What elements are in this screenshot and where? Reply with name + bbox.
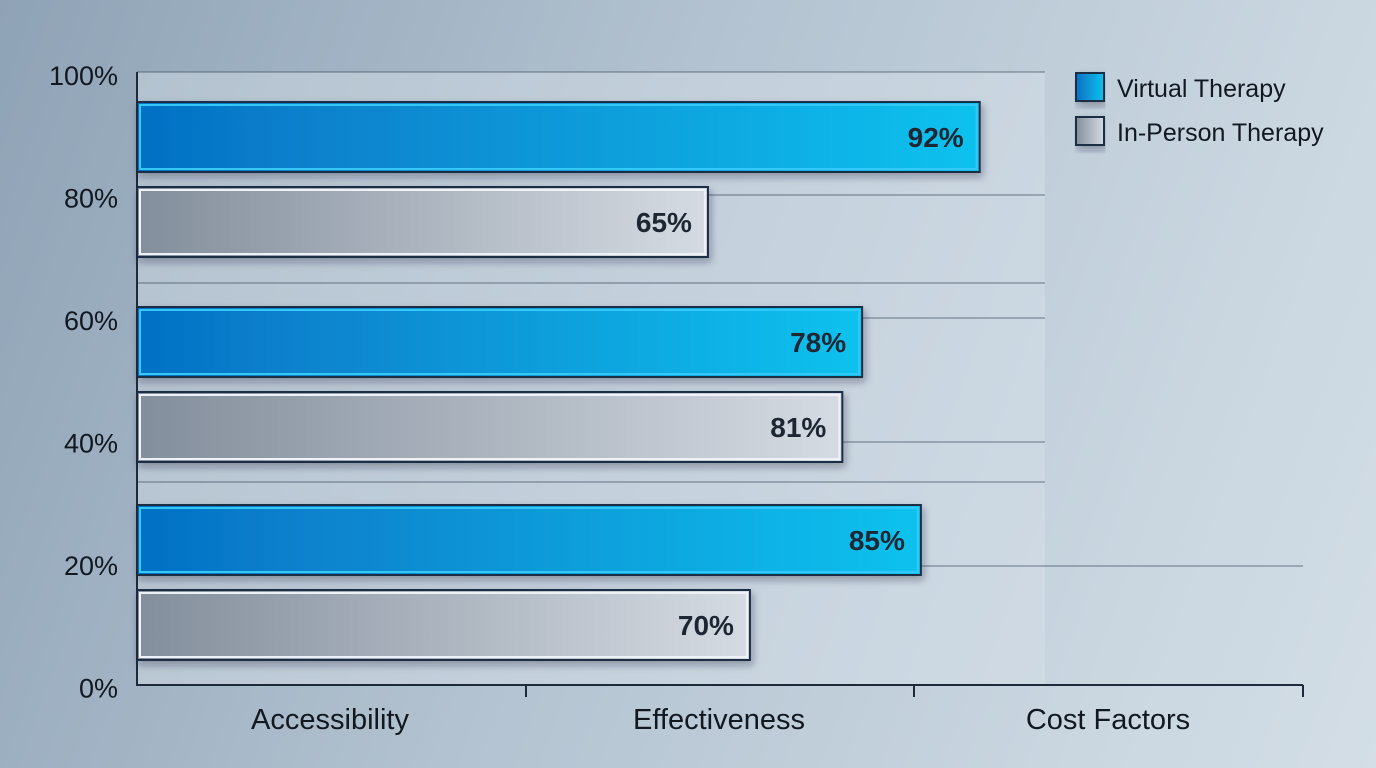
y-tick-label: 40% [64, 429, 118, 459]
bar-highlight [139, 394, 841, 460]
legend-item: In-Person Therapy [1075, 116, 1324, 147]
data-label: 65% [636, 207, 692, 238]
bar-in-person-cost-factors: 70% [136, 589, 751, 661]
category-label: Effectiveness [633, 704, 805, 736]
bar-rect [136, 391, 844, 463]
data-label: 78% [790, 327, 846, 358]
bar-rect [136, 504, 922, 576]
bar-highlight [139, 592, 748, 658]
data-label: 92% [908, 122, 964, 153]
plot-area [137, 72, 1045, 685]
data-label: 70% [678, 610, 734, 641]
legend-swatch [1075, 72, 1105, 102]
bar-rect [136, 589, 751, 661]
bar-rect [136, 186, 709, 258]
y-tick-label: 0% [79, 674, 118, 704]
legend-label: Virtual Therapy [1117, 75, 1286, 103]
data-label: 85% [849, 525, 905, 556]
bar-in-person-accessibility: 65% [136, 186, 709, 258]
bar-virtual-cost-factors: 85% [136, 504, 922, 576]
category-label: Cost Factors [1026, 704, 1190, 736]
legend-swatch [1075, 116, 1105, 146]
bar-rect [136, 306, 864, 378]
category-label: Accessibility [251, 704, 409, 736]
y-tick-label: 20% [64, 551, 118, 581]
bar-virtual-accessibility: 92% [136, 101, 981, 173]
bar-highlight [139, 104, 978, 170]
y-tick-label: 80% [64, 184, 118, 214]
bar-rect [136, 101, 981, 173]
bar-highlight [139, 189, 706, 255]
legend-label: In-Person Therapy [1117, 119, 1324, 147]
legend-item: Virtual Therapy [1075, 72, 1286, 103]
bar-highlight [139, 507, 919, 573]
bar-virtual-effectiveness: 78% [136, 306, 864, 378]
y-tick-label: 100% [49, 61, 118, 91]
y-tick-label: 60% [64, 306, 118, 336]
data-label: 81% [770, 412, 826, 443]
bar-in-person-effectiveness: 81% [136, 391, 844, 463]
bar-highlight [139, 309, 861, 375]
